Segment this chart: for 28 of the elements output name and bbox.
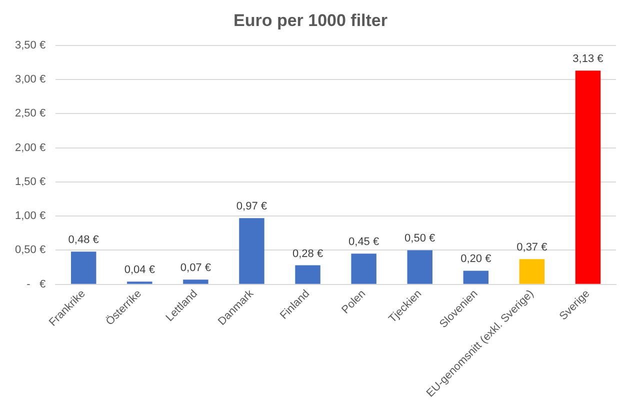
- y-tick-label: 2,00 €: [14, 142, 46, 154]
- data-label: 0,28 €: [292, 248, 324, 260]
- y-tick-label: - €: [26, 278, 46, 290]
- bar: [183, 280, 208, 284]
- data-label: 0,97 €: [236, 200, 268, 213]
- bar: [519, 259, 545, 284]
- y-tick-label: 3,00 €: [14, 74, 46, 86]
- data-label: 3,13 €: [572, 53, 604, 66]
- data-label: 0,37 €: [516, 242, 548, 254]
- bar: [239, 218, 264, 284]
- data-label: 0,48 €: [68, 234, 99, 246]
- y-tick-label: 0,50 €: [14, 244, 46, 256]
- data-label: 0,45 €: [348, 236, 380, 248]
- data-label: 0,20 €: [460, 253, 492, 266]
- bar: [295, 265, 320, 284]
- y-tick-label: 1,50 €: [14, 176, 46, 188]
- y-tick-label: 1,00 €: [14, 210, 46, 222]
- bar: [575, 70, 601, 284]
- chart-title: Euro per 1000 filter: [233, 10, 388, 30]
- y-tick-label: 3,50 €: [14, 39, 46, 52]
- bar: [407, 250, 432, 284]
- bar: [70, 252, 96, 284]
- y-tick-label: 2,50 €: [14, 108, 46, 120]
- data-label: 0,07 €: [180, 262, 211, 274]
- data-label: 0,04 €: [124, 264, 155, 276]
- bar: [351, 254, 376, 284]
- data-label: 0,50 €: [404, 232, 436, 245]
- bar: [463, 270, 489, 284]
